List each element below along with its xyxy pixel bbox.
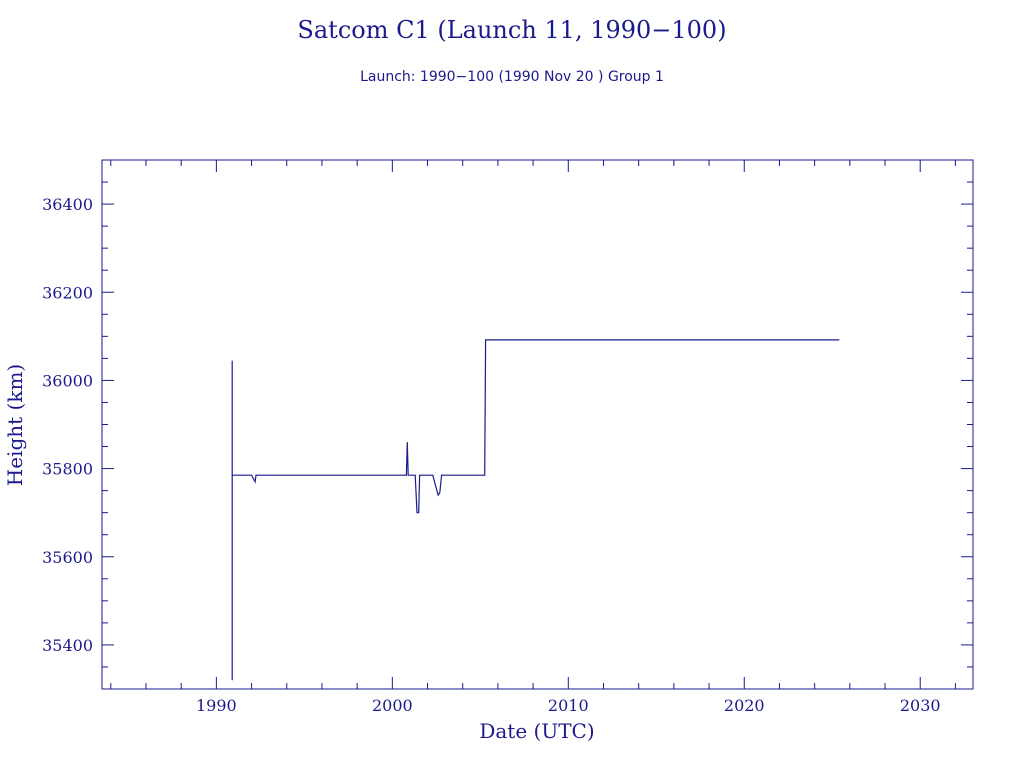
y-tick-label: 35800 [42,460,93,479]
series-line [231,339,840,681]
y-tick-label: 36200 [42,283,93,302]
chart-title: Satcom C1 (Launch 11, 1990−100) [297,16,726,44]
chart-subtitle: Launch: 1990−100 (1990 Nov 20 ) Group 1 [360,69,664,85]
x-tick-label: 2000 [372,696,413,715]
x-tick-label: 2030 [900,696,941,715]
x-axis-label: Date (UTC) [479,719,594,743]
y-tick-label: 36400 [42,195,93,214]
x-tick-label: 1990 [196,696,237,715]
x-tick-label: 2010 [548,696,589,715]
data-series [231,339,840,681]
axis-ticks [102,159,973,690]
y-tick-label: 36000 [42,371,93,390]
x-tick-label: 2020 [724,696,765,715]
y-axis-label: Height (km) [3,364,27,486]
axis-tick-labels: 1990 2000 2010 2020 2030 35400 35600 35800 36000… [42,195,940,715]
y-tick-label: 35400 [42,636,93,655]
y-tick-label: 35600 [42,548,93,567]
